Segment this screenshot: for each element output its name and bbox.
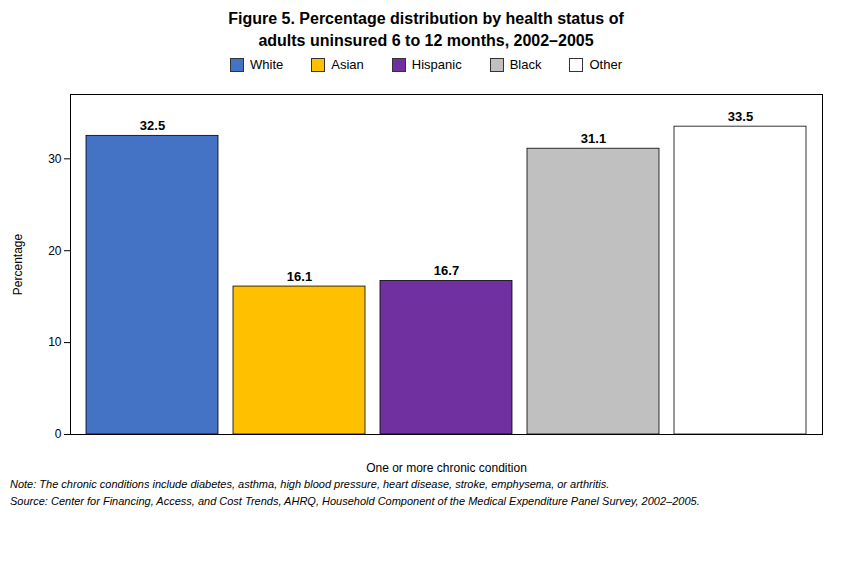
html-text:Note: The chronic conditions i: Note: The chronic conditions include dia… [10,478,610,491]
html-text:White: White [250,57,284,73]
svg-text:10: 10 [48,336,62,350]
svg-text:20: 20 [48,244,62,258]
html-text:Other: Other [589,57,622,73]
html-text:Asian: Asian [331,57,364,73]
svg-text:32.5: 32.5 [140,118,165,133]
svg-text:31.1: 31.1 [581,131,606,146]
svg-text:One or more chronic condition: One or more chronic condition [366,461,527,475]
html-text:Black: Black [509,57,542,73]
svg-text:33.5: 33.5 [728,109,753,124]
svg-text:Percentage: Percentage [11,234,25,296]
svg-text:30: 30 [48,152,62,166]
svg-text:16.1: 16.1 [287,269,312,284]
html-text:Source: Center for Financing,: Source: Center for Financing, Access, an… [10,494,700,507]
svg-text:0: 0 [55,428,62,442]
svg-text:16.7: 16.7 [434,263,459,278]
html-text:Hispanic: Hispanic [411,57,462,73]
html-text:Figure 5. Percentage distribut: Figure 5. Percentage distribution by hea… [228,10,624,27]
html-text:adults uninsured 6 to 12 month: adults uninsured 6 to 12 months, 2002–20… [258,31,594,49]
